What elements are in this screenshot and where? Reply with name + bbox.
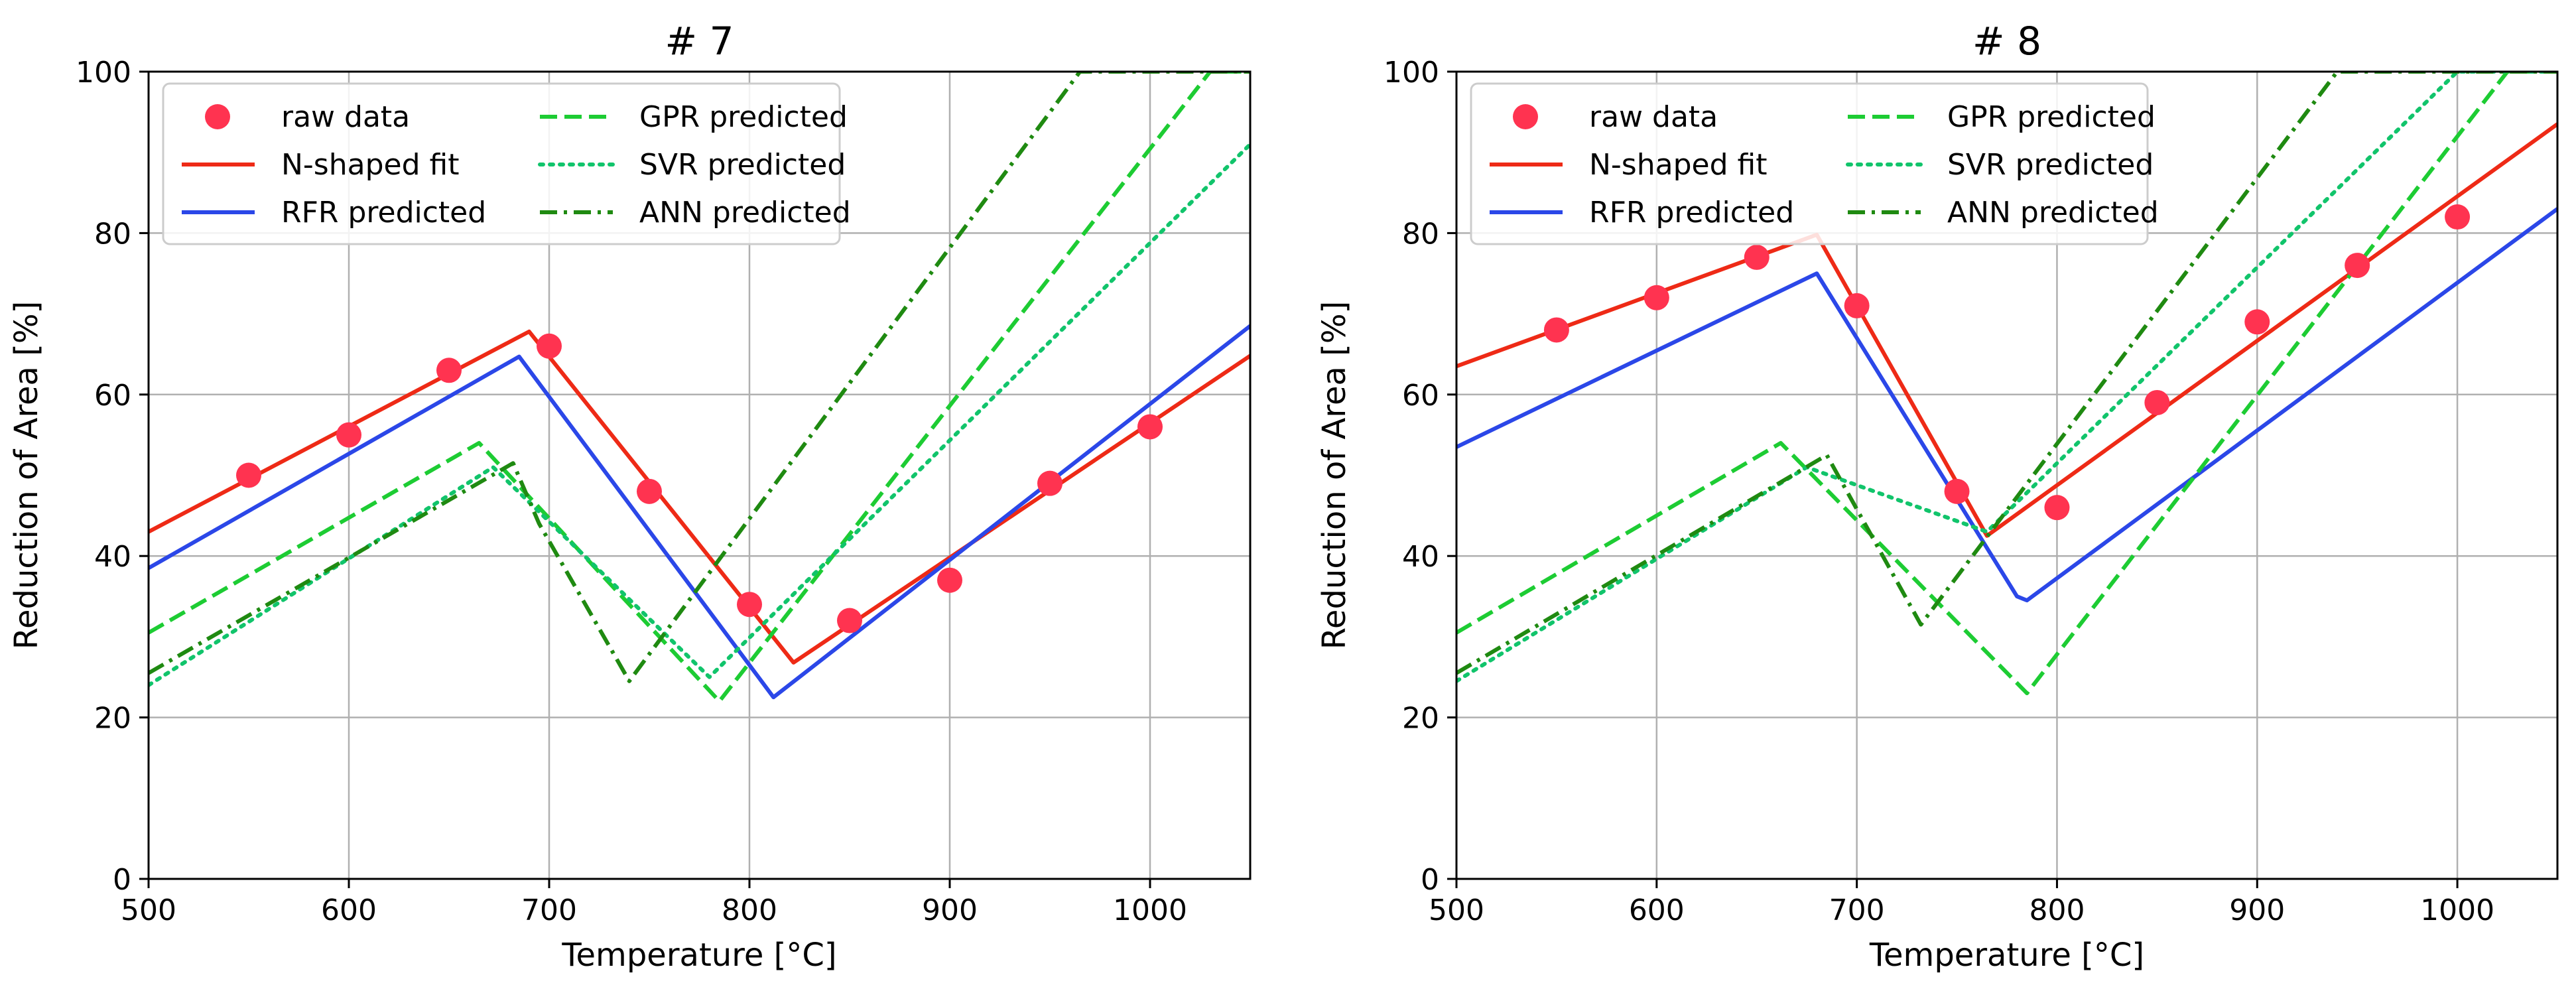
legend-label-gpr-predicted: GPR predicted — [639, 100, 848, 134]
legend-label-ann-predicted: ANN predicted — [639, 196, 851, 230]
data-point — [637, 478, 662, 504]
y-tick-label: 80 — [94, 217, 131, 251]
legend-label-rfr-predicted: RFR predicted — [1589, 196, 1794, 230]
series-line-ann-predicted — [149, 72, 1250, 683]
y-tick-label: 40 — [94, 540, 131, 574]
chart-panel-1: 500 600 700 800 900 1000 0 20 40 60 80 100 # 7 Temper… — [8, 19, 1252, 974]
legend-label-raw-data: raw data — [1589, 100, 1718, 134]
data-point — [336, 422, 361, 448]
legend-label-raw-data: raw data — [281, 100, 410, 134]
y-tick-label: 60 — [1402, 379, 1439, 413]
legend-marker-raw-data — [1513, 104, 1538, 129]
data-point — [2445, 204, 2471, 230]
x-axis-label: Temperature [°C] — [561, 937, 836, 974]
y-tick-label: 0 — [1421, 863, 1439, 897]
data-point — [236, 462, 261, 488]
legend-label-svr-predicted: SVR predicted — [1947, 148, 2154, 182]
legend-label-n-shaped-fit: N-shaped fit — [281, 148, 459, 182]
y-tick-label: 40 — [1402, 540, 1439, 574]
data-point — [2044, 495, 2070, 521]
data-point — [1543, 317, 1569, 343]
legend-label-rfr-predicted: RFR predicted — [281, 196, 486, 230]
plot-area — [1456, 72, 2557, 696]
data-point — [2244, 309, 2270, 335]
data-point — [1137, 414, 1163, 440]
legend: raw data N-shaped fit RFR predicted GPR pre… — [1470, 82, 2159, 245]
legend-label-n-shaped-fit: N-shaped fit — [1589, 148, 1767, 182]
series-line-gpr-predicted — [1456, 72, 2557, 696]
x-tick-label: 900 — [2229, 893, 2285, 927]
data-point — [937, 567, 962, 593]
legend-label-svr-predicted: SVR predicted — [639, 148, 846, 182]
x-tick-label: 900 — [922, 893, 978, 927]
legend-box — [1470, 82, 2149, 245]
y-tick-label: 20 — [94, 702, 131, 736]
x-tick-label: 1000 — [1113, 893, 1187, 927]
series-line-n-shaped-fit — [149, 329, 1250, 665]
series-line-rfr-predicted — [149, 324, 1250, 700]
data-point — [436, 358, 462, 383]
data-point — [537, 333, 562, 359]
series-line-svr-predicted — [149, 142, 1250, 687]
axes-frame — [147, 70, 1252, 880]
series-line-gpr-predicted — [149, 72, 1250, 704]
data-point — [2345, 253, 2370, 279]
x-tick-label: 600 — [1629, 893, 1685, 927]
series-line-svr-predicted — [1456, 72, 2557, 683]
data-point — [1037, 470, 1063, 496]
y-tick-label: 100 — [76, 56, 131, 90]
legend-marker-raw-data — [205, 104, 230, 129]
data-point — [737, 592, 762, 618]
y-tick-label: 80 — [1402, 217, 1439, 251]
chart-panel-2: 500 600 700 800 900 1000 0 20 40 60 80 100 # 8 Temper… — [1316, 19, 2559, 974]
y-tick-label: 0 — [113, 863, 131, 897]
y-tick-label: 100 — [1384, 56, 1439, 90]
x-tick-label: 500 — [1429, 893, 1484, 927]
x-tick-label: 500 — [121, 893, 176, 927]
data-point — [1643, 285, 1669, 310]
data-point — [1944, 478, 1970, 504]
x-axis-label: Temperature [°C] — [1869, 937, 2144, 974]
y-tick-label: 60 — [94, 379, 131, 413]
legend-label-gpr-predicted: GPR predicted — [1947, 100, 2156, 134]
x-tick-label: 800 — [722, 893, 777, 927]
x-tick-label: 800 — [2029, 893, 2085, 927]
x-tick-label: 600 — [321, 893, 377, 927]
data-point — [1744, 244, 1770, 270]
data-point — [2144, 389, 2170, 415]
series-line-rfr-predicted — [1456, 207, 2557, 603]
legend: raw data N-shaped fit RFR predicted GPR pre… — [162, 82, 851, 245]
x-tick-label: 1000 — [2420, 893, 2494, 927]
legend-box — [162, 82, 841, 245]
chart-title: # 8 — [1972, 19, 2041, 64]
plot-area — [149, 72, 1250, 704]
x-tick-label: 700 — [521, 893, 577, 927]
y-axis-label: Reduction of Area [%] — [8, 301, 45, 650]
series-line-n-shaped-fit — [1456, 122, 2557, 538]
legend-label-ann-predicted: ANN predicted — [1947, 196, 2159, 230]
data-point — [837, 608, 862, 633]
y-tick-label: 20 — [1402, 702, 1439, 736]
chart-title: # 7 — [665, 19, 734, 64]
data-point — [1844, 293, 1870, 318]
x-tick-label: 700 — [1829, 893, 1885, 927]
series-line-ann-predicted — [1456, 72, 2557, 675]
y-axis-label: Reduction of Area [%] — [1316, 301, 1353, 650]
axes-frame — [1455, 70, 2559, 880]
